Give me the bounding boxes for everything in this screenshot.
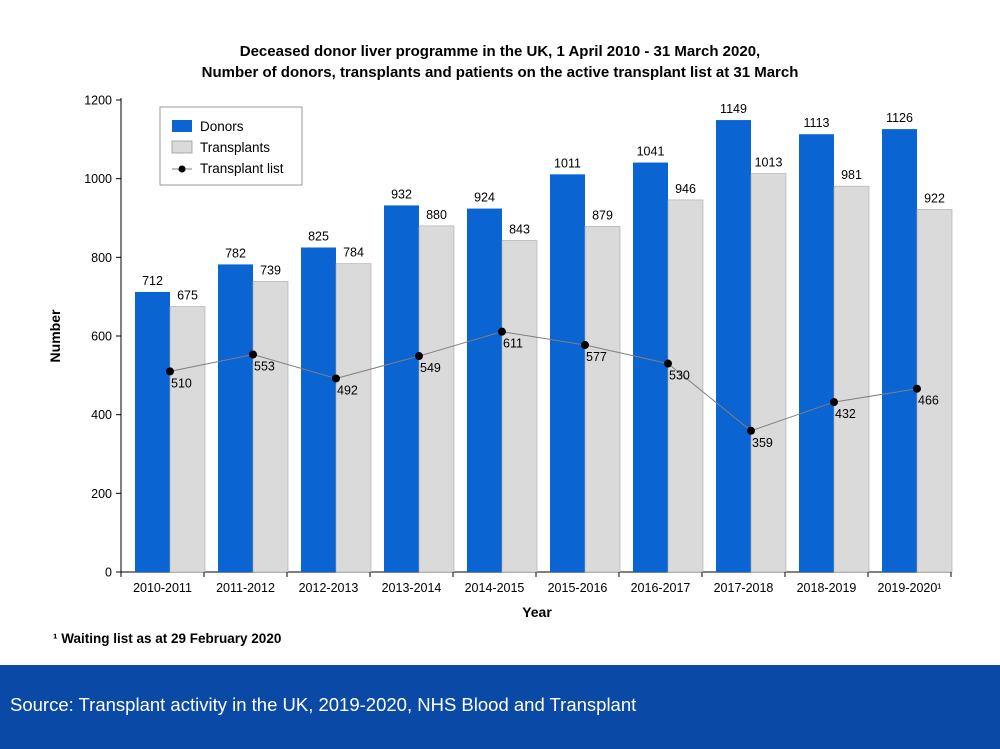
x-tick-label: 2019-2020¹: [878, 581, 942, 595]
legend-label-donors: Donors: [200, 119, 244, 134]
data-label-donors: 1041: [637, 145, 665, 159]
point-transplant-list: [415, 352, 423, 361]
data-label-transplant-list: 359: [752, 436, 773, 450]
chart: Deceased donor liver programme in the UK…: [47, 43, 953, 646]
data-label-transplants: 922: [924, 191, 945, 205]
data-label-transplant-list: 466: [918, 394, 939, 408]
data-label-transplants: 946: [675, 182, 696, 196]
x-tick-label: 2011-2012: [216, 581, 275, 595]
x-tick-label: 2017-2018: [714, 581, 774, 595]
data-label-transplant-list: 510: [171, 376, 192, 390]
bar-transplants: [916, 209, 953, 573]
bar-donors: [799, 134, 834, 572]
legend-swatch-donors: [172, 120, 192, 132]
x-tick-label: 2016-2017: [631, 581, 691, 595]
x-tick-label: 2018-2019: [797, 581, 857, 595]
footnote: ¹ Waiting list as at 29 February 2020: [53, 631, 281, 646]
x-tick-label: 2012-2013: [299, 581, 359, 595]
data-label-transplant-list: 530: [669, 369, 690, 383]
data-label-transplants: 784: [343, 246, 364, 260]
data-label-donors: 1126: [886, 111, 913, 125]
data-label-donors: 1149: [720, 102, 747, 116]
point-transplant-list: [664, 359, 672, 368]
point-transplant-list: [581, 341, 589, 350]
legend-swatch-transplants: [171, 140, 193, 154]
bar-donors: [716, 120, 751, 572]
point-transplant-list: [166, 367, 174, 376]
y-tick-label: 800: [91, 251, 112, 265]
data-label-transplant-list: 577: [586, 350, 607, 364]
legend-label-transplants: Transplants: [200, 140, 270, 155]
line-transplant-list: [169, 331, 918, 432]
legend: Donors Transplants Transplant list: [159, 106, 303, 186]
y-axis-title: Number: [47, 309, 63, 362]
data-label-transplants: 879: [592, 208, 613, 222]
y-tick-label: 200: [91, 487, 112, 501]
y-tick-label: 0: [105, 566, 112, 580]
bar-transplants: [418, 225, 455, 573]
bar-donors: [882, 129, 917, 572]
x-tick-label: 2015-2016: [548, 581, 608, 595]
data-label-transplants: 880: [426, 208, 447, 222]
data-label-transplant-list: 611: [503, 337, 523, 351]
point-transplant-list: [332, 374, 340, 383]
bar-donors: [467, 208, 502, 572]
data-label-transplants: 1013: [755, 156, 783, 170]
bar-donors: [633, 162, 668, 573]
y-tick-label: 1000: [84, 172, 112, 186]
point-transplant-list: [830, 398, 838, 407]
data-label-donors: 1113: [804, 116, 830, 130]
x-tick-label: 2013-2014: [382, 581, 442, 595]
chart-title: Deceased donor liver programme in the UK…: [240, 43, 760, 60]
point-transplant-list: [913, 384, 921, 393]
y-tick-label: 400: [91, 408, 112, 422]
bar-transplants: [584, 225, 621, 573]
bar-donors: [384, 205, 419, 572]
data-label-transplants: 981: [841, 168, 862, 182]
bar-transplants: [169, 306, 206, 573]
point-transplant-list: [747, 426, 755, 435]
bar-transplants: [252, 281, 289, 573]
legend-swatch-transplant-list-marker: [178, 165, 186, 173]
source-text: Source: Transplant activity in the UK, 2…: [10, 694, 637, 715]
bar-transplants: [501, 240, 538, 573]
data-label-transplants: 675: [177, 289, 198, 303]
data-label-transplant-list: 549: [420, 361, 441, 375]
bar-transplants: [667, 199, 704, 573]
data-label-transplant-list: 432: [835, 407, 856, 421]
y-tick-label: 600: [91, 330, 112, 344]
y-tick-label: 1200: [84, 94, 112, 108]
plot-area: 0 200 400 600 800 1000 1200 712 675 2010-2011 782 7…: [84, 94, 953, 595]
data-label-donors: 924: [474, 191, 495, 205]
bar-transplants: [335, 263, 372, 573]
x-tick-label: 2014-2015: [465, 581, 525, 595]
x-tick-label: 2010-2011: [133, 581, 192, 595]
data-label-donors: 782: [225, 246, 246, 260]
data-label-transplant-list: 553: [254, 359, 275, 373]
point-transplant-list: [249, 350, 257, 359]
point-transplant-list: [498, 327, 506, 336]
chart-subtitle: Number of donors, transplants and patien…: [202, 64, 799, 81]
bar-transplants: [833, 185, 870, 573]
data-label-transplants: 739: [260, 263, 281, 277]
bar-donors: [218, 264, 253, 572]
x-axis-title: Year: [522, 604, 552, 620]
data-label-donors: 825: [308, 230, 329, 244]
bar-donors: [135, 291, 170, 572]
bar-donors: [550, 174, 585, 572]
bar-donors: [301, 247, 336, 572]
data-label-transplant-list: 492: [337, 383, 358, 397]
legend-label-transplant-list: Transplant list: [200, 161, 284, 176]
data-label-donors: 712: [142, 274, 163, 288]
bar-transplants: [750, 173, 787, 573]
data-label-transplants: 843: [509, 222, 530, 236]
source-banner: [0, 665, 1000, 749]
data-label-donors: 1011: [554, 156, 581, 170]
data-label-donors: 932: [391, 187, 412, 201]
